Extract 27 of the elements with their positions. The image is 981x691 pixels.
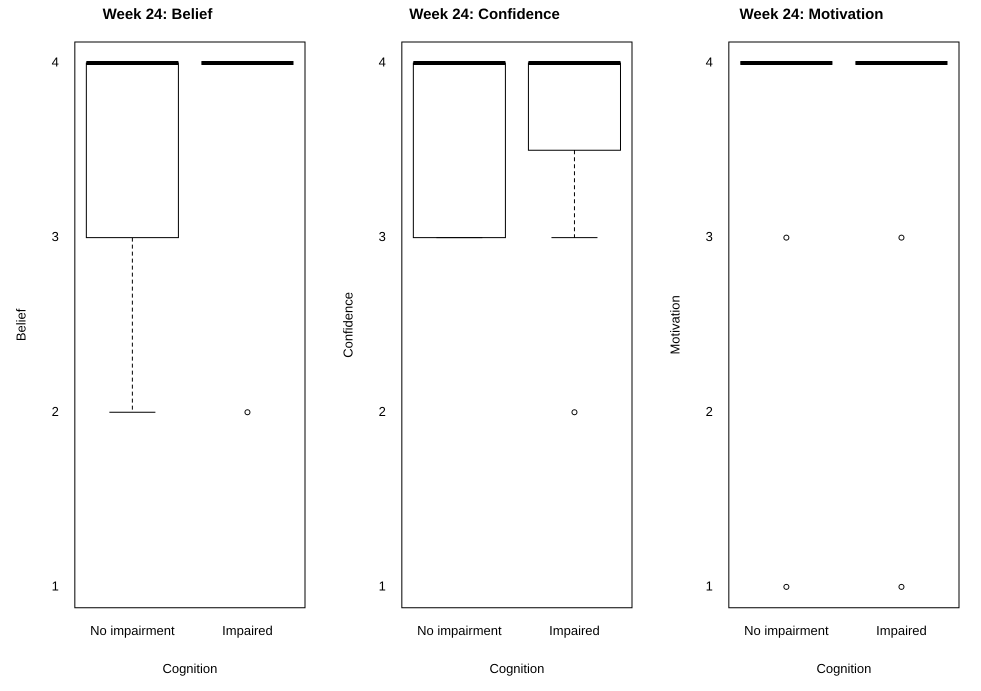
y-axis-title: Motivation (667, 295, 682, 355)
y-tick-label: 1 (378, 578, 386, 594)
y-tick-label: 4 (706, 54, 713, 70)
x-tick-label: No impairment (417, 623, 502, 638)
y-tick-label: 4 (52, 54, 59, 70)
chart-title: Week 24: Belief (102, 6, 214, 24)
x-tick-label: Impaired (222, 623, 273, 638)
y-axis-title: Belief (13, 308, 28, 342)
y-tick-label: 2 (706, 404, 713, 419)
y-tick-label: 3 (706, 229, 713, 244)
chart-title: Week 24: Motivation (740, 6, 884, 24)
x-axis-title: Cognition (816, 660, 872, 676)
y-tick-label: 4 (378, 54, 386, 70)
y-tick-label: 3 (378, 229, 386, 244)
x-tick-label: Impaired (549, 623, 600, 638)
x-axis-title: Cognition (162, 660, 218, 676)
x-tick-label: No impairment (744, 623, 830, 638)
chart-title: Week 24: Confidence (409, 6, 560, 24)
y-tick-label: 1 (52, 578, 59, 594)
x-axis-title: Cognition (489, 660, 544, 676)
x-tick-label: No impairment (90, 623, 176, 638)
y-tick-label: 2 (378, 404, 386, 419)
y-tick-label: 3 (52, 229, 59, 244)
y-axis-title: Confidence (340, 292, 356, 358)
y-tick-label: 2 (52, 404, 59, 419)
y-tick-label: 1 (706, 578, 713, 594)
x-tick-label: Impaired (876, 623, 927, 638)
